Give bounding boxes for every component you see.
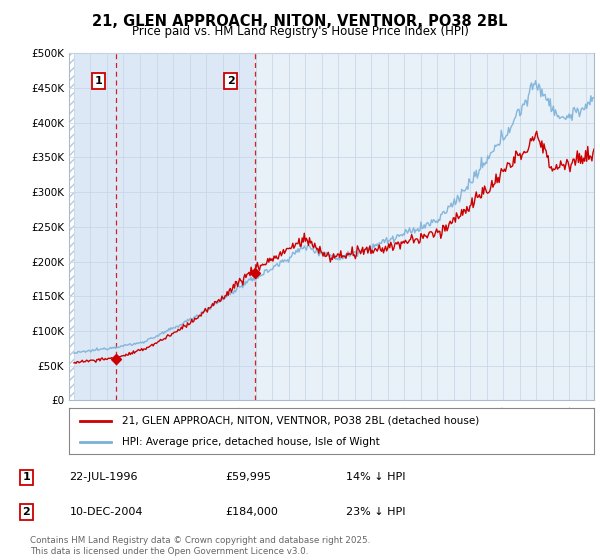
Text: 14% ↓ HPI: 14% ↓ HPI [346, 472, 406, 482]
Text: Price paid vs. HM Land Registry's House Price Index (HPI): Price paid vs. HM Land Registry's House … [131, 25, 469, 38]
Text: 1: 1 [95, 76, 103, 86]
Text: 2: 2 [23, 507, 30, 517]
Text: 23% ↓ HPI: 23% ↓ HPI [346, 507, 406, 517]
Text: HPI: Average price, detached house, Isle of Wight: HPI: Average price, detached house, Isle… [121, 437, 379, 447]
Bar [69, 53, 254, 400]
Text: 10-DEC-2004: 10-DEC-2004 [70, 507, 143, 517]
Text: £184,000: £184,000 [225, 507, 278, 517]
Text: 1: 1 [23, 472, 30, 482]
Text: Contains HM Land Registry data © Crown copyright and database right 2025.
This d: Contains HM Land Registry data © Crown c… [30, 536, 370, 556]
Text: 21, GLEN APPROACH, NITON, VENTNOR, PO38 2BL (detached house): 21, GLEN APPROACH, NITON, VENTNOR, PO38 … [121, 416, 479, 426]
Text: 21, GLEN APPROACH, NITON, VENTNOR, PO38 2BL: 21, GLEN APPROACH, NITON, VENTNOR, PO38 … [92, 14, 508, 29]
Text: £59,995: £59,995 [225, 472, 271, 482]
Text: 22-JUL-1996: 22-JUL-1996 [70, 472, 138, 482]
Bar [69, 53, 74, 400]
Text: 2: 2 [227, 76, 235, 86]
